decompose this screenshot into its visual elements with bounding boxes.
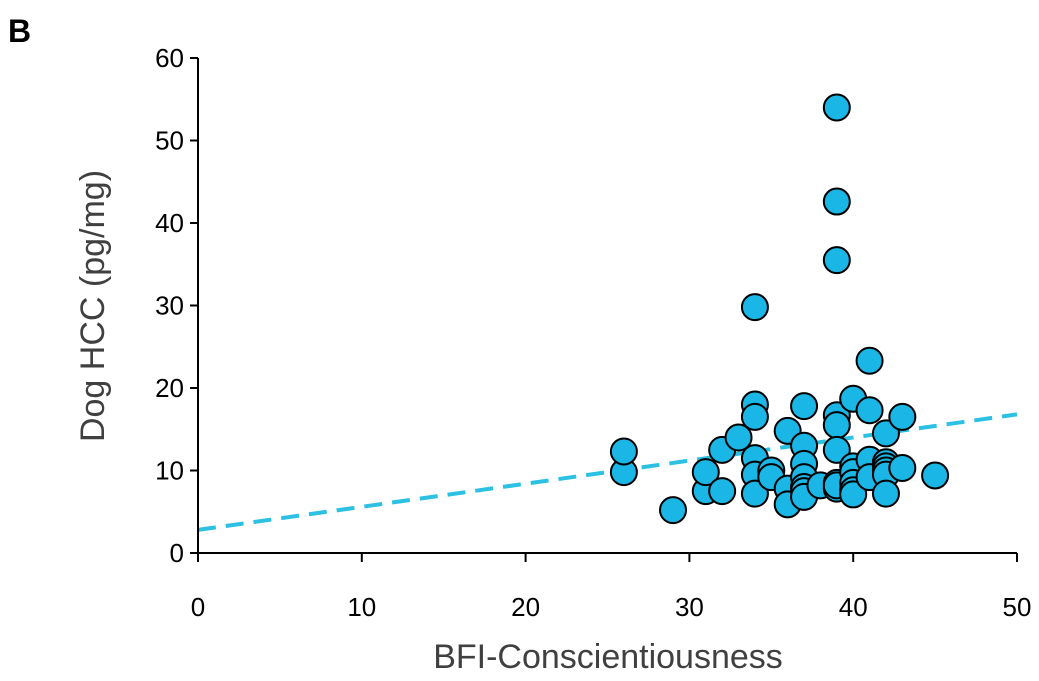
data-point (871, 419, 900, 448)
x-tick-label: 30 (675, 592, 704, 622)
x-axis-ticks: 0 10 20 30 40 50 (191, 553, 1032, 622)
data-point (839, 480, 868, 509)
data-point (888, 402, 917, 431)
y-tick-label: 30 (155, 291, 184, 321)
y-axis-title: Dog HCC (pg/mg) (74, 170, 112, 442)
data-point (724, 423, 753, 452)
x-tick-label: 0 (191, 592, 205, 622)
x-tick-label: 40 (839, 592, 868, 622)
x-tick-label: 20 (511, 592, 540, 622)
data-point (855, 396, 884, 425)
data-point (855, 346, 884, 375)
data-point (708, 477, 737, 506)
data-points (609, 93, 950, 525)
data-point (659, 496, 688, 525)
y-tick-label: 0 (170, 538, 184, 568)
data-point (921, 461, 950, 490)
data-point (691, 458, 720, 487)
data-point (822, 187, 851, 216)
x-tick-label: 50 (1003, 592, 1032, 622)
data-point (822, 246, 851, 275)
y-tick-label: 20 (155, 373, 184, 403)
y-tick-label: 40 (155, 208, 184, 238)
y-tick-label: 10 (155, 456, 184, 486)
data-point (790, 392, 819, 421)
y-axis-ticks: 0 10 20 30 40 50 60 (155, 43, 198, 568)
data-point (609, 437, 638, 466)
data-point (740, 479, 769, 508)
data-point (740, 293, 769, 322)
data-point (888, 454, 917, 483)
data-point (740, 402, 769, 431)
x-tick-label: 10 (347, 592, 376, 622)
y-tick-label: 50 (155, 126, 184, 156)
y-tick-label: 60 (155, 43, 184, 73)
panel-label: B (8, 13, 31, 49)
x-axis-title: BFI-Conscientiousness (433, 638, 783, 676)
data-point (871, 479, 900, 508)
data-point (822, 435, 851, 464)
data-point (822, 411, 851, 440)
axes: 0 10 20 30 40 50 60 0 10 20 30 40 50 (155, 43, 1031, 622)
data-point (822, 93, 851, 122)
